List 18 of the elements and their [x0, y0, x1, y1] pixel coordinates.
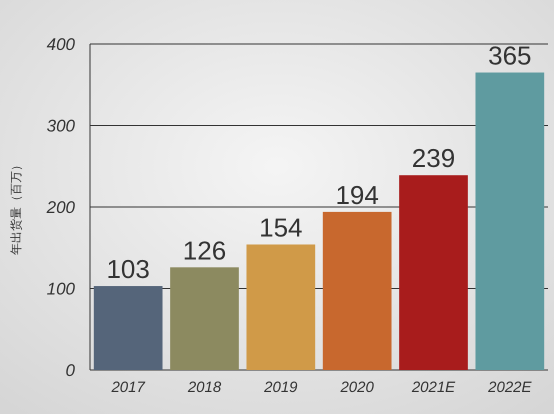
data-label: 194: [335, 180, 379, 210]
y-tick-label: 0: [66, 361, 76, 380]
data-label: 103: [106, 254, 150, 284]
y-tick-label: 200: [46, 198, 76, 217]
x-tick-label: 2022E: [487, 379, 533, 396]
data-label: 239: [412, 143, 456, 174]
data-label: 154: [259, 212, 303, 242]
x-tick-label: 2018: [186, 379, 222, 396]
x-tick-label: 2020: [339, 379, 375, 396]
x-tick-label: 2017: [110, 379, 146, 396]
data-label: 365: [488, 40, 532, 71]
data-label: 126: [182, 235, 226, 266]
y-tick-label: 400: [46, 35, 76, 54]
x-tick-label: 2019: [263, 379, 298, 396]
y-axis-title: 年出货量（百万）: [9, 159, 23, 255]
y-tick-label: 100: [46, 280, 76, 298]
x-tick-label: 2021E: [410, 379, 456, 396]
y-tick-label: 300: [46, 116, 76, 136]
